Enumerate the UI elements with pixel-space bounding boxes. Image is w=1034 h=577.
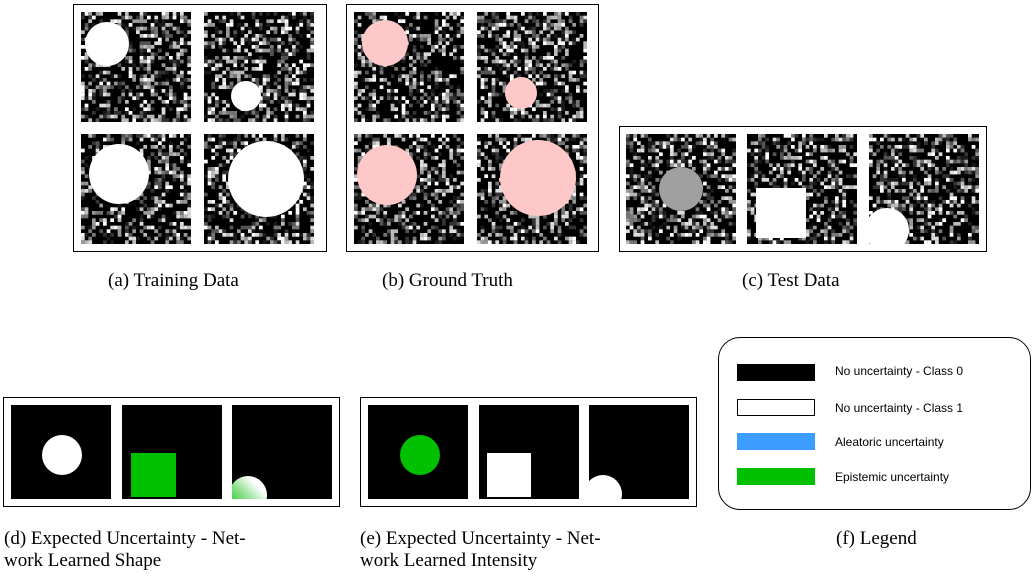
label-mask [500, 140, 576, 216]
caption-uncertainty-intensity-line2: work Learned Intensity [360, 550, 538, 571]
expected-uncertainty-intensity-panel [360, 397, 697, 507]
training-image-2 [204, 12, 314, 122]
caption-uncertainty-shape: (d) Expected Uncertainty - Net- work Lea… [4, 528, 334, 572]
test-image-white-square [747, 134, 857, 244]
legend-panel: No uncertainty - Class 0 No uncertainty … [718, 337, 1031, 510]
legend-swatch-aleatoric [737, 433, 815, 450]
label-mask [362, 20, 408, 66]
epistemic-square [131, 453, 176, 497]
ground-truth-image-3 [354, 134, 464, 244]
class-1-square [487, 453, 531, 497]
intensity-output-1 [368, 405, 468, 499]
ground-truth-image-1 [354, 12, 464, 122]
expected-uncertainty-shape-panel [3, 397, 340, 507]
test-image-gray-circle [626, 134, 736, 244]
ground-truth-image-2 [477, 12, 587, 122]
shape-square [756, 188, 806, 238]
caption-uncertainty-shape-line1: (d) Expected Uncertainty - Net- [4, 528, 246, 549]
legend-swatch-class-1 [737, 399, 815, 416]
caption-uncertainty-intensity-line1: (e) Expected Uncertainty - Net- [360, 528, 601, 549]
label-mask [505, 77, 537, 109]
training-data-panel [73, 4, 327, 252]
shape-output-2 [122, 405, 222, 499]
test-data-panel [619, 126, 987, 252]
shape-circle [85, 22, 129, 66]
legend-swatch-class-0 [737, 364, 815, 381]
shape-circle [231, 81, 261, 111]
legend-label-aleatoric: Aleatoric uncertainty [835, 435, 944, 449]
caption-uncertainty-intensity: (e) Expected Uncertainty - Net- work Lea… [360, 528, 690, 572]
caption-training-data: (a) Training Data [108, 270, 239, 291]
shape-circle [869, 208, 909, 244]
label-mask [357, 145, 417, 205]
training-image-1 [81, 12, 191, 122]
ground-truth-image-4 [477, 134, 587, 244]
training-image-3 [81, 134, 191, 244]
partial-epistemic-circle [232, 476, 267, 499]
caption-legend: (f) Legend [836, 528, 917, 549]
legend-label-epistemic: Epistemic uncertainty [835, 470, 950, 484]
caption-test-data: (c) Test Data [742, 270, 840, 291]
epistemic-circle [400, 435, 440, 475]
shape-circle [89, 144, 149, 204]
legend-label-class-1: No uncertainty - Class 1 [835, 401, 964, 415]
training-image-4 [204, 134, 314, 244]
test-image-cut-circle [869, 134, 979, 244]
intensity-output-3 [589, 405, 689, 499]
legend-swatch-epistemic [737, 468, 815, 485]
legend-label-class-0: No uncertainty - Class 0 [835, 364, 964, 378]
class-1-circle [42, 435, 82, 475]
shape-circle [659, 167, 703, 211]
shape-circle [228, 141, 304, 217]
shape-output-1 [11, 405, 111, 499]
caption-uncertainty-shape-line2: work Learned Shape [4, 550, 162, 571]
ground-truth-panel [346, 4, 599, 252]
class-1-partial-circle [589, 475, 622, 499]
intensity-output-2 [479, 405, 579, 499]
shape-output-3 [232, 405, 332, 499]
caption-ground-truth: (b) Ground Truth [382, 270, 513, 291]
